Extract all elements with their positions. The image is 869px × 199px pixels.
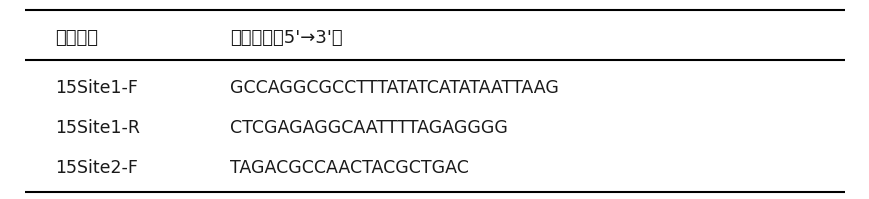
Text: 引物名称: 引物名称	[55, 29, 98, 47]
Text: TAGACGCCAACTACGCTGAC: TAGACGCCAACTACGCTGAC	[229, 159, 468, 177]
Text: 15Site2-F: 15Site2-F	[55, 159, 137, 177]
Text: 15Site1-F: 15Site1-F	[55, 79, 137, 97]
Text: 引物序列（5'→3'）: 引物序列（5'→3'）	[229, 29, 342, 47]
Text: CTCGAGAGGCAATTTTAGAGGGG: CTCGAGAGGCAATTTTAGAGGGG	[229, 119, 507, 137]
Text: GCCAGGCGCCTTTATATCATATAATTAAG: GCCAGGCGCCTTTATATCATATAATTAAG	[229, 79, 558, 97]
Text: 15Site1-R: 15Site1-R	[55, 119, 140, 137]
